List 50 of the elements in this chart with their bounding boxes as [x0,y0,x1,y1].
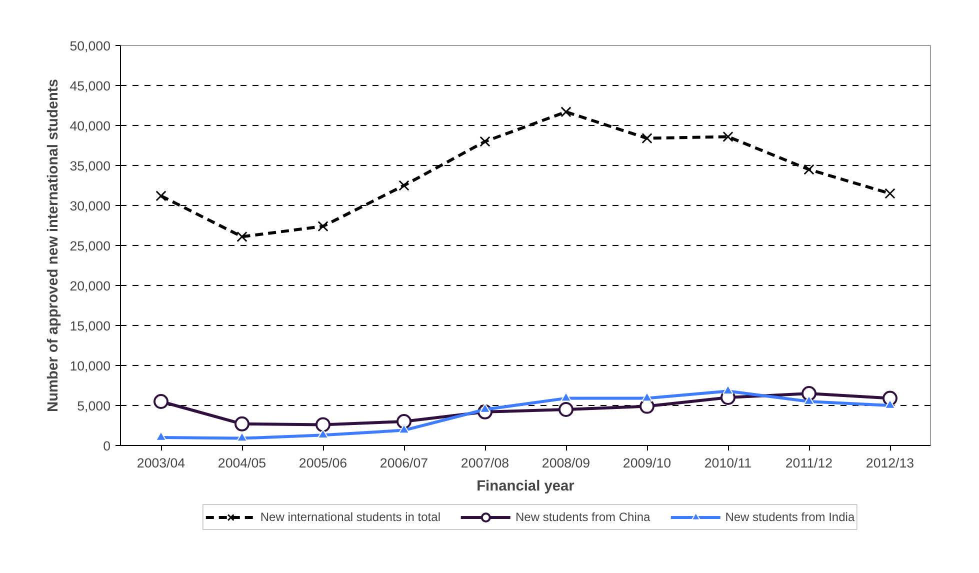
legend-label: New students from India [725,510,855,524]
point [640,398,654,414]
y-tick-label: 5,000 [77,398,111,414]
point [398,180,410,191]
point [642,132,652,144]
point [722,131,734,142]
point [236,231,248,242]
x-tick-label: 2008/09 [542,456,590,470]
y-tick-label: 25,000 [70,238,110,254]
point [560,392,572,402]
point [560,106,572,118]
y-tick-label: 35,000 [70,158,110,174]
point [234,416,250,432]
x-tick-label: 2007/08 [460,456,510,470]
point [884,188,896,199]
x-tick-label: 2006/07 [380,456,428,470]
point [804,164,814,175]
x-tick-label: 2009/10 [622,456,672,470]
x-tick-label: 2003/04 [136,456,186,470]
y-axis-title: Number of approved new international students [46,78,62,412]
x-axis-title: Financial year [476,478,575,494]
point [642,392,652,402]
point [480,136,490,147]
point [318,428,328,438]
y-tick-label: 0 [103,438,111,454]
point [318,220,328,232]
legend-label: New students from China [515,510,650,524]
point [316,417,330,432]
point [884,399,896,409]
point [558,402,574,417]
y-tick-label: 30,000 [70,198,110,214]
point [156,190,166,202]
point [396,414,412,429]
y-tick-label: 10,000 [70,358,110,374]
x-tick-label: 2012/13 [866,456,914,470]
y-tick-label: 45,000 [70,78,110,94]
x-tick-label: 2004/05 [218,456,266,470]
y-tick-label: 40,000 [70,118,110,134]
point [804,395,814,405]
point [398,424,410,434]
legend-label: New international students in total [260,510,440,524]
point [236,432,248,442]
x-tick-label: 2011/12 [785,456,833,470]
x-tick-label: 2010/11 [704,456,752,470]
y-tick-label: 15,000 [70,318,110,334]
x-tick-label: 2005/06 [298,456,348,470]
point [154,394,168,409]
y-tick-label: 50,000 [70,38,110,54]
point [156,431,166,441]
y-tick-label: 20,000 [70,278,110,294]
